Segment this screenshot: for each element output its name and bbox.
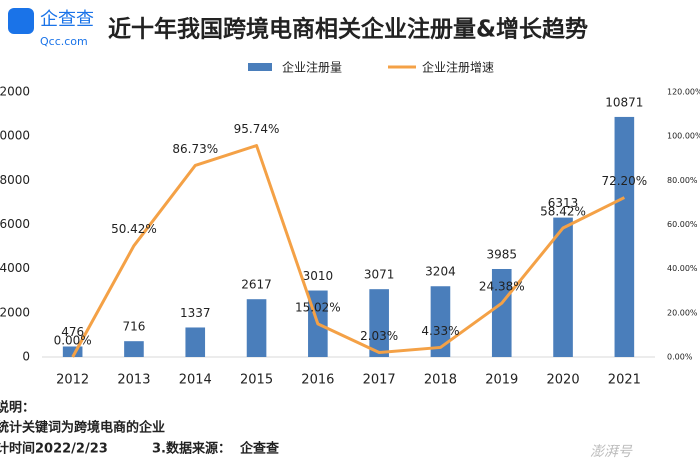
chart-title: 近十年我国跨境电商相关企业注册量&增长趋势 [108,16,588,43]
note-line: 3.数据来源： [152,441,231,457]
data-label: 476 [61,325,84,339]
x-tick-label: 2020 [547,373,580,388]
y-tick-label: 0 [22,350,30,364]
x-tick-label: 2012 [56,373,89,388]
line [71,144,626,358]
data-label: 86.73% [172,142,218,156]
data-label: 4.33% [421,324,459,338]
bar [553,217,573,357]
y2-tick-label: 120.00% [667,88,700,97]
y2-tick-label: 60.00% [667,220,698,229]
x-tick-label: 2016 [301,373,334,388]
bar [491,268,512,357]
logo-icon [8,8,34,34]
y2-tick-label: 100.00% [667,132,700,141]
data-label: 3204 [425,265,456,279]
y-tick-label: 2000 [0,305,30,319]
y-tick-label: 10000 [0,129,30,143]
y-tick-label: 6000 [0,217,30,231]
data-label: 1337 [180,306,211,320]
data-label: 24.38% [479,280,525,294]
data-label: 95.74% [234,122,280,136]
bar [185,327,206,357]
brand-name: 企查查 [40,9,94,30]
data-label: 58.42% [540,204,586,218]
data-label: 50.42% [111,222,157,236]
y-tick-label: 8000 [0,173,30,187]
note-heading: 说明： [0,400,35,416]
x-tick-label: 2017 [363,373,396,388]
data-label: 3010 [303,269,334,283]
watermark: 澎湃号 [590,444,633,460]
y-tick-label: 12000 [0,85,30,99]
note-line: 计时间2022/2/23 [0,441,108,457]
x-tick-label: 2014 [179,373,212,388]
x-tick-label: 2021 [608,373,641,388]
bar [614,116,635,357]
data-label: 2617 [241,278,272,292]
data-label: 3071 [364,268,395,282]
data-label: 716 [122,320,145,334]
data-label: 72.20% [601,174,647,188]
data-label: 3985 [486,247,517,261]
note-line: 企查查 [239,441,280,457]
data-label: 2.03% [360,329,398,343]
y-tick-label: 4000 [0,261,30,275]
data-label: 6313 [548,196,579,210]
y2-tick-label: 80.00% [667,176,698,185]
y2-tick-label: 20.00% [667,308,698,317]
brand-site: Qcc.com [40,35,88,48]
legend-label: 企业注册增速 [422,60,494,75]
bar [246,299,267,357]
bar [124,341,144,357]
x-tick-label: 2019 [485,373,518,388]
data-label: 0.00% [54,334,92,348]
bar [430,286,451,357]
x-tick-label: 2018 [424,373,457,388]
x-tick-label: 2013 [117,373,150,388]
y2-tick-label: 40.00% [667,264,698,273]
note-line: 统计关键词为跨境电商的企业 [0,420,165,436]
legend-label: 企业注册量 [282,60,342,75]
bar [62,346,83,357]
x-tick-label: 2015 [240,373,273,388]
data-label: 10871 [605,95,643,109]
data-label: 15.02% [295,300,341,314]
legend-swatch [248,63,272,71]
bar [369,289,389,357]
y2-tick-label: 0.00% [667,353,693,362]
